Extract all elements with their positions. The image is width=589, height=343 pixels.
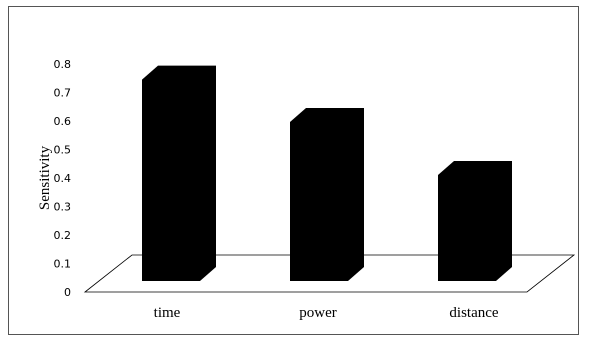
y-tick-label: 0.2 [54, 229, 72, 242]
bar-distance [438, 161, 512, 281]
x-tick-label: time [154, 305, 181, 321]
y-axis-title: Sensitivity [37, 145, 53, 210]
floor-plane [83, 254, 576, 293]
x-axis-labels: time power distance [154, 305, 499, 321]
bar-power [290, 108, 364, 281]
y-tick-label: 0.4 [54, 172, 72, 185]
y-tick-label: 0.8 [54, 58, 72, 71]
x-tick-label: power [299, 305, 337, 321]
chart-floor [83, 254, 576, 293]
x-tick-label: distance [449, 305, 498, 321]
y-tick-label: 0.3 [54, 201, 72, 214]
y-tick-label: 0.6 [54, 115, 72, 128]
y-tick-label: 0.7 [54, 87, 72, 100]
y-tick-label: 0.1 [54, 258, 72, 271]
y-tick-label: 0 [64, 286, 71, 299]
bar-time [142, 65, 216, 281]
y-axis-ticks: 0 0.1 0.2 0.3 0.4 0.5 0.6 0.7 0.8 [54, 58, 72, 299]
y-tick-label: 0.5 [54, 144, 72, 157]
bars [142, 65, 512, 281]
